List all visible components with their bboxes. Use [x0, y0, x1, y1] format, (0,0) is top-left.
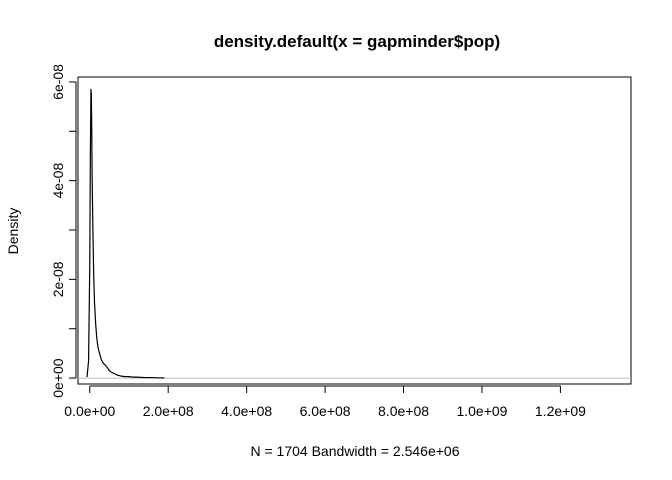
plot-frame [77, 76, 632, 385]
y-tick-label: 2e-08 [50, 261, 66, 297]
y-axis-label: Density [5, 208, 21, 255]
x-tick-label: 1.0e+09 [456, 403, 507, 419]
x-tick-label: 2.0e+08 [143, 403, 194, 419]
x-axis-label: N = 1704 Bandwidth = 2.546e+06 [250, 443, 459, 459]
x-tick-label: 4.0e+08 [221, 403, 272, 419]
y-tick-label: 4e-08 [50, 163, 66, 199]
y-axis: 0e+00 2e-08 4e-08 6e-08 [50, 64, 77, 398]
x-tick-label: 8.0e+08 [378, 403, 429, 419]
x-tick-label: 6.0e+08 [300, 403, 351, 419]
chart-title: density.default(x = gapminder$pop) [214, 32, 500, 51]
y-tick-label: 6e-08 [50, 64, 66, 100]
x-tick-label: 1.2e+09 [535, 403, 586, 419]
plot-layer [78, 88, 631, 379]
density-line [86, 88, 165, 379]
x-axis: 0.0e+00 2.0e+08 4.0e+08 6.0e+08 8.0e+08 1.0e+… [64, 385, 586, 419]
y-tick-label: 0e+00 [50, 358, 66, 398]
x-tick-label: 0.0e+00 [64, 403, 115, 419]
